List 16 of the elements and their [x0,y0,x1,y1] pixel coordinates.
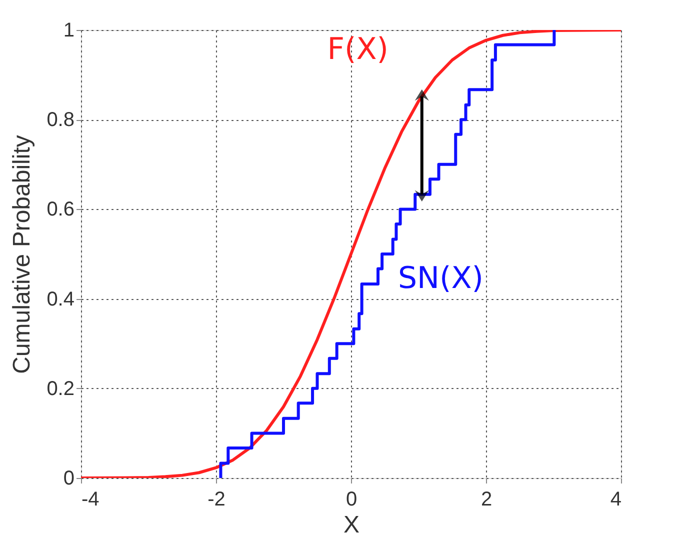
y-tick-label: 0.6 [46,198,74,221]
y-tick-label: 0 [63,468,74,490]
x-tick-label: -2 [208,488,226,510]
line-series [81,30,621,478]
x-tick-label: 0 [346,488,358,510]
y-tick-label: 0.4 [46,288,74,310]
y-tick-label: 1 [63,20,74,42]
y-tick-label: 0.2 [46,378,74,400]
x-tick-label: 4 [610,488,622,510]
series-label: SN(X) [398,260,484,296]
y-axis-title: Cumulative Probability [8,135,36,374]
x-tick-label: 2 [480,488,492,510]
x-tick-label: -4 [82,488,100,510]
x-axis-title: X [343,512,360,538]
y-tick-label: 0.8 [46,109,74,132]
series-label: F(X) [327,32,388,68]
